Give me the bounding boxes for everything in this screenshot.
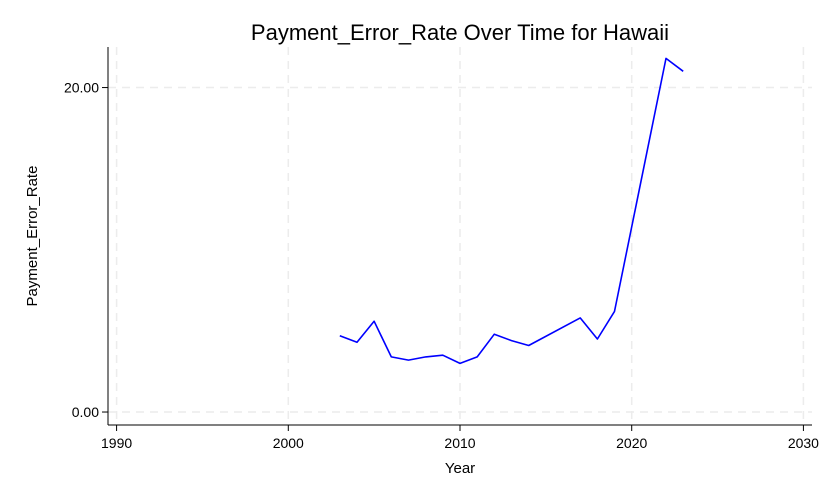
chart-title: Payment_Error_Rate Over Time for Hawaii xyxy=(251,20,669,45)
y-tick-label: 20.00 xyxy=(64,80,99,96)
x-tick-label: 2030 xyxy=(788,435,819,451)
x-tick-label: 2020 xyxy=(616,435,647,451)
x-axis-label: Year xyxy=(445,460,475,477)
y-axis-label: Payment_Error_Rate xyxy=(24,166,41,307)
x-tick-label: 2010 xyxy=(444,435,475,451)
y-tick-label: 0.00 xyxy=(72,404,99,420)
x-tick-label: 2000 xyxy=(273,435,304,451)
axis-ticks: 1990 2000 2010 2020 2030 0.00 20.00 xyxy=(64,80,819,451)
series-line xyxy=(339,57,684,365)
gridlines xyxy=(108,47,812,425)
x-tick-label: 1990 xyxy=(101,435,132,451)
series-lines xyxy=(339,57,684,365)
